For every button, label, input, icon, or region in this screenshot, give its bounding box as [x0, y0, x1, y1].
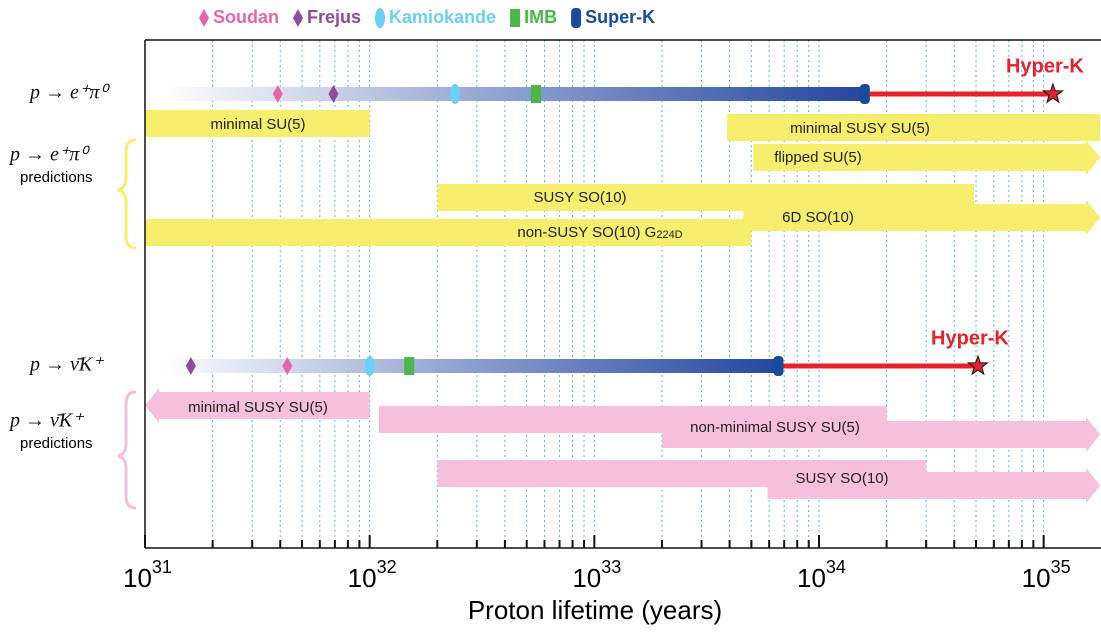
- marker-rect: [530, 85, 541, 103]
- band-label-text: non-minimal SUSY SU(5): [690, 419, 860, 436]
- marks: [160, 82, 1064, 376]
- prediction-band: [753, 140, 1100, 175]
- prediction-row-label: p → e⁺π⁰: [8, 144, 90, 166]
- x-tick-base: 10: [797, 563, 826, 593]
- band-label-text: non-SUSY SO(10) G: [517, 224, 656, 241]
- band-label: SUSY SO(10): [795, 470, 888, 487]
- band-label: SUSY SO(10): [533, 189, 626, 206]
- prediction-band: [145, 110, 370, 137]
- row-label: p → ν̄K⁺: [28, 354, 104, 376]
- x-tick-base: 10: [572, 563, 601, 593]
- legend-marker: [571, 8, 582, 28]
- marker-pill: [859, 84, 870, 104]
- marker-diamond: [328, 85, 339, 103]
- band-label-text: minimal SUSY SU(5): [790, 120, 930, 137]
- bands: [145, 110, 1100, 503]
- legend-label: Frejus: [307, 7, 361, 27]
- x-tick-label: 1034: [797, 557, 846, 593]
- hyperk-label: Hyper-K: [931, 327, 1009, 349]
- band-label-text: minimal SU(5): [210, 116, 305, 133]
- prediction-caption: predictions: [20, 435, 93, 452]
- hyperk-star: [966, 354, 989, 376]
- brace: [117, 390, 137, 510]
- marker-rect: [404, 357, 415, 375]
- prediction-band: [145, 388, 370, 423]
- band-label-text: flipped SU(5): [774, 149, 862, 166]
- band-label: non-minimal SUSY SU(5): [690, 419, 860, 436]
- band-label-sub: 224D: [656, 229, 682, 241]
- x-tick-exponent: 31: [152, 557, 172, 577]
- prediction-band: [727, 114, 1100, 141]
- legend-marker: [510, 9, 521, 27]
- x-tick-label: 1035: [1022, 557, 1071, 593]
- band-label-text: 6D SO(10): [782, 209, 854, 226]
- x-tick-label: 1032: [348, 557, 397, 593]
- marker-pill: [773, 356, 784, 376]
- legend-label: Soudan: [213, 7, 279, 27]
- prediction-band: [145, 219, 752, 246]
- x-axis-label: Proton lifetime (years): [468, 595, 722, 625]
- limit-bar: [160, 87, 865, 101]
- legend-marker: [375, 8, 386, 28]
- band-label: minimal SUSY SU(5): [188, 399, 328, 416]
- band-label: minimal SU(5): [210, 116, 305, 133]
- band-label-text: SUSY SO(10): [795, 470, 888, 487]
- x-tick-label: 1033: [572, 557, 621, 593]
- band-label: flipped SU(5): [774, 149, 862, 166]
- brace: [117, 138, 137, 250]
- legend-label: Kamiokande: [389, 7, 496, 27]
- x-tick-exponent: 32: [377, 557, 397, 577]
- band-label-text: SUSY SO(10): [533, 189, 626, 206]
- limit-bar: [160, 359, 779, 373]
- x-tick-exponent: 33: [601, 557, 621, 577]
- x-tick-label: 1031: [123, 557, 172, 593]
- legend-marker: [199, 9, 209, 27]
- marker-diamond: [272, 85, 283, 103]
- marker-diamond: [282, 357, 293, 375]
- x-tick-exponent: 35: [1051, 557, 1071, 577]
- band-label: minimal SUSY SU(5): [790, 120, 930, 137]
- x-tick-base: 10: [1022, 563, 1051, 593]
- x-tick-exponent: 34: [826, 557, 846, 577]
- band-label-text: minimal SUSY SU(5): [188, 399, 328, 416]
- band-label: non-SUSY SO(10) G224D: [517, 224, 682, 241]
- hyperk-label: Hyper-K: [1006, 55, 1084, 77]
- hyperk-star: [1041, 82, 1064, 104]
- x-tick-base: 10: [348, 563, 377, 593]
- legend-marker: [293, 9, 303, 27]
- prediction-band: [767, 468, 1100, 503]
- band-label: 6D SO(10): [782, 209, 854, 226]
- marker-diamond: [185, 357, 196, 375]
- prediction-band: [661, 417, 1100, 452]
- marker-ellipse: [364, 356, 375, 376]
- legend-label: IMB: [524, 7, 557, 27]
- prediction-band: [743, 200, 1100, 235]
- prediction-caption: predictions: [20, 169, 93, 186]
- legend-label: Super-K: [585, 7, 655, 27]
- row-label: p → e⁺π⁰: [28, 82, 110, 104]
- x-tick-base: 10: [123, 563, 152, 593]
- marker-ellipse: [450, 84, 461, 104]
- prediction-row-label: p → ν̄K⁺: [8, 410, 84, 432]
